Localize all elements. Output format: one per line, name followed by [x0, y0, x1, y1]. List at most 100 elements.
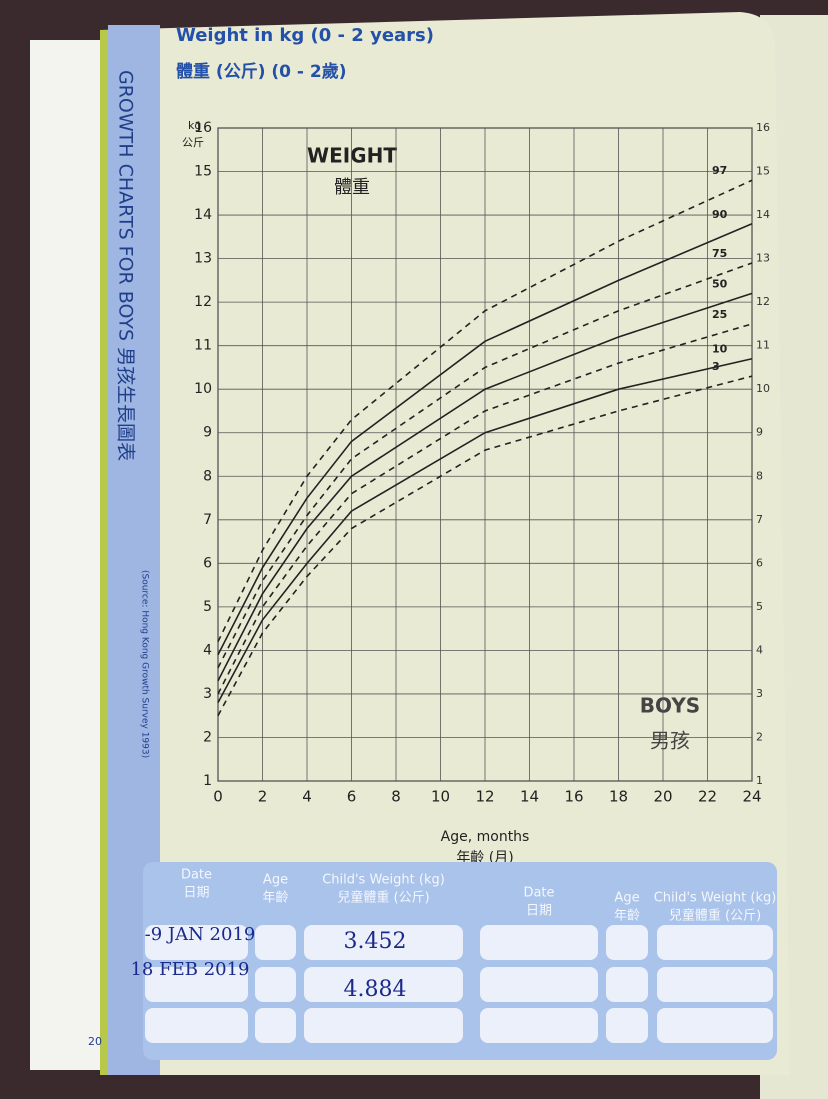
chart-subtitle: 體重 (公斤) (0 - 2歲) [176, 61, 346, 82]
percentile-line [217, 323, 753, 695]
x-tick-label: 6 [347, 788, 357, 806]
column-header-zh: 兒童體重 (公斤) [669, 908, 761, 924]
side-title: GROWTH CHARTS FOR BOYS 男孩生長圖表 [115, 70, 137, 461]
y-tick-label: 14 [194, 207, 212, 223]
y-tick-label-right: 11 [756, 339, 770, 352]
y-tick-label: 10 [194, 381, 212, 397]
table-cell [255, 925, 296, 960]
series-label: 75 [712, 247, 727, 260]
x-tick-label: 4 [302, 788, 312, 806]
table-cell [255, 1008, 296, 1043]
y-tick-label: 4 [203, 642, 212, 658]
x-tick-label: 8 [391, 788, 401, 806]
annotation: 男孩 [650, 729, 690, 753]
handwritten-weight: 4.884 [344, 977, 407, 1002]
y-tick-label: 7 [203, 512, 212, 528]
y-tick-label-right: 12 [756, 295, 770, 308]
table-cell [145, 1008, 248, 1043]
y-tick-label: 3 [203, 686, 212, 702]
column-header: Date [181, 868, 212, 883]
y-tick-label: 5 [203, 599, 212, 615]
handwritten-weight: 3.452 [344, 929, 407, 954]
x-tick-label: 16 [564, 788, 583, 806]
y-tick-label: 13 [194, 251, 212, 267]
table-cell [657, 925, 773, 960]
x-tick-label: 14 [520, 788, 539, 806]
annotation: WEIGHT [307, 144, 397, 168]
y-tick-label: 2 [203, 729, 212, 745]
percentile-line [217, 223, 753, 656]
y-tick-label-right: 6 [756, 556, 763, 569]
percentile-line [217, 179, 753, 643]
table-cell [304, 1008, 463, 1043]
page [100, 12, 790, 1075]
x-tick-label: 2 [258, 788, 268, 806]
column-header-zh: 日期 [183, 886, 209, 901]
y-tick-label-right: 15 [756, 165, 770, 178]
y-tick-label-right: 3 [756, 687, 763, 700]
table-cell [255, 967, 296, 1002]
previous-page [30, 40, 110, 1070]
chart-title: Weight in kg (0 - 2 years) [176, 25, 434, 46]
y-tick-label: 16 [194, 120, 212, 136]
handwritten-date: 18 FEB 2019 [130, 959, 249, 980]
percentile-line [217, 262, 753, 669]
table-cell [304, 967, 463, 1002]
x-tick-label: 18 [609, 788, 628, 806]
annotation: BOYS [640, 694, 700, 718]
table-cell [657, 1008, 773, 1043]
table-cell [145, 967, 248, 1002]
table-cell [304, 925, 463, 960]
y-tick-label: 12 [194, 294, 212, 310]
y-tick-label: 8 [203, 468, 212, 484]
column-header-zh: 日期 [526, 904, 552, 919]
column-header: Age [263, 873, 288, 888]
column-header-zh: 年齡 [614, 909, 640, 924]
x-tick-label: 12 [475, 788, 494, 806]
x-tick-label: 24 [742, 788, 761, 806]
y-tick-label-right: 10 [756, 382, 770, 395]
table-cell [606, 925, 648, 960]
table-cell [606, 1008, 648, 1043]
y-tick-label-right: 2 [756, 730, 763, 743]
series-label: 90 [712, 208, 728, 221]
series-label: 97 [712, 164, 727, 177]
y-tick-label-right: 1 [756, 774, 763, 787]
y-tick-label-right: 14 [756, 208, 770, 221]
y-tick-label-right: 9 [756, 426, 763, 439]
y-tick-label: 15 [194, 164, 212, 180]
table-group: Date 日期 Age 年齡 Child's Weight (kg) 兒童體重 (公斤) D… [130, 868, 777, 1043]
table-cell [480, 1008, 598, 1043]
series-label: 50 [712, 277, 728, 290]
series-label: 3 [712, 360, 720, 373]
green-edge [100, 30, 108, 1075]
y-tick-label-right: 7 [756, 513, 763, 526]
y-tick-label-right: 8 [756, 469, 763, 482]
y-tick-label-right: 13 [756, 252, 770, 265]
source: (Source: Hong Kong Growth Survey 1993) [140, 570, 150, 758]
y-tick-label-right: 5 [756, 600, 763, 613]
column-header: Date [523, 886, 554, 901]
y-unit: kg [188, 119, 201, 132]
table-cell [657, 967, 773, 1002]
y-tick-label: 11 [194, 338, 212, 354]
percentile-line [217, 292, 753, 682]
series-label: 25 [712, 308, 727, 321]
percentile-line [217, 357, 753, 704]
column-header-zh: 兒童體重 (公斤) [337, 890, 429, 906]
y-tick-label: 6 [203, 555, 212, 571]
y-tick-label-right: 16 [756, 121, 770, 134]
table-cell [145, 925, 248, 960]
x-tick-label: 22 [698, 788, 717, 806]
column-header: Child's Weight (kg) [654, 891, 777, 906]
annotation: 體重 [334, 177, 370, 198]
table-cell [480, 967, 598, 1002]
y-unit-zh: 公斤 [182, 136, 204, 149]
y-tick-label-right: 4 [756, 643, 763, 656]
y-tick-label: 9 [203, 425, 212, 441]
table-cell [480, 925, 598, 960]
table-cell [606, 967, 648, 1002]
x-tick-label: 20 [653, 788, 672, 806]
